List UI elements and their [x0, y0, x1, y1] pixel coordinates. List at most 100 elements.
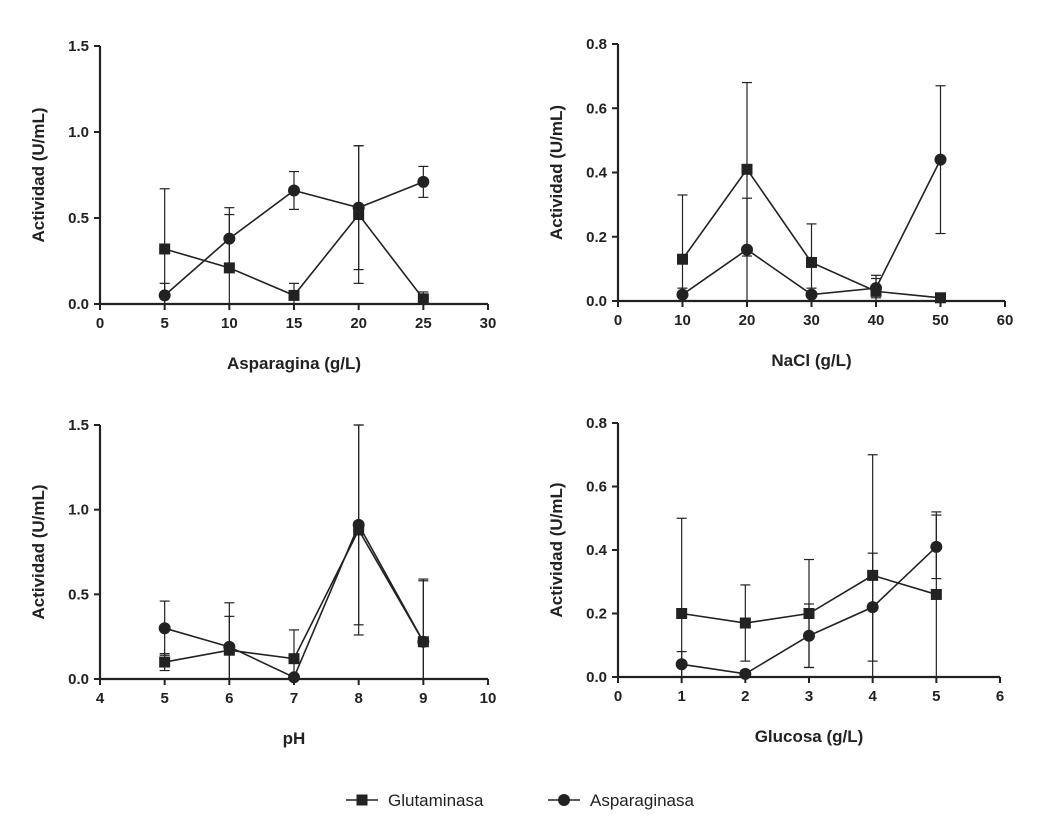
data-point-asparaginasa	[803, 629, 815, 642]
data-point-asparaginasa	[930, 540, 943, 553]
series-glutaminasa	[159, 145, 429, 305]
y-axis-title: Actividad (U/mL)	[547, 482, 566, 617]
x-tick-label: 15	[286, 315, 303, 332]
x-tick-label: 6	[225, 690, 233, 707]
chart-panel-3: 4 5 6 7 8 9 10 0.0 0.5 1.0 1.5 pH Actividad (U/mL)	[29, 417, 496, 748]
data-point-asparaginasa	[158, 622, 171, 635]
y-tick-label: 0.0	[586, 293, 607, 310]
data-point-asparaginasa	[417, 175, 430, 188]
chart-panel-1: 0 5 10 15 20 25 30 0.0 0.5 1.0 1.5 Asparagina (g/L)…	[29, 38, 496, 373]
legend-circle-marker	[558, 794, 570, 806]
legend-label-asparaginasa: Asparaginasa	[590, 791, 695, 810]
data-point-asparaginasa	[417, 635, 430, 648]
data-point-glutaminasa	[288, 653, 300, 665]
data-point-asparaginasa	[866, 601, 879, 614]
data-point-glutaminasa	[159, 243, 171, 255]
x-tick-label: 0	[614, 312, 622, 329]
x-axis-title: NaCl (g/L)	[771, 351, 851, 370]
data-point-asparaginasa	[158, 289, 171, 302]
data-point-asparaginasa	[288, 671, 300, 684]
data-point-asparaginasa	[223, 232, 236, 245]
y-tick-label: 0.0	[586, 669, 607, 686]
series-asparaginasa	[158, 424, 430, 684]
x-tick-label: 20	[350, 315, 367, 332]
y-tick-label: 1.0	[68, 124, 89, 141]
x-axis-title: Glucosa (g/L)	[755, 727, 864, 746]
y-tick-label: 0.0	[68, 671, 89, 688]
chart-panel-2: 0 10 20 30 40 50 60 0.0 0.2 0.4 0.6 0.8 NaCl (g/L) Ac…	[547, 36, 1013, 370]
legend-item-asparaginasa: Asparaginasa	[548, 791, 695, 810]
x-tick-label: 4	[96, 690, 105, 707]
x-tick-label: 10	[221, 315, 238, 332]
x-tick-label: 30	[803, 312, 820, 329]
x-tick-label: 20	[739, 312, 756, 329]
y-tick-label: 0.5	[68, 210, 89, 227]
y-tick-label: 0.2	[586, 229, 607, 246]
data-point-asparaginasa	[352, 518, 365, 531]
x-tick-label: 10	[674, 312, 691, 329]
data-point-asparaginasa	[288, 184, 300, 197]
x-tick-label: 0	[614, 688, 622, 705]
y-axis-title: Actividad (U/mL)	[29, 107, 48, 242]
x-axis-title: Asparagina (g/L)	[227, 354, 361, 373]
x-tick-label: 30	[480, 315, 497, 332]
chart-panel-4: 0 1 2 3 4 5 6 0.0 0.2 0.4 0.6 0.8 Glucosa (g/L) Activ…	[547, 415, 1004, 746]
data-point-asparaginasa	[676, 288, 689, 301]
legend-label-glutaminasa: Glutaminasa	[388, 791, 484, 810]
y-tick-label: 1.5	[68, 38, 89, 55]
x-tick-label: 8	[354, 690, 362, 707]
legend-square-marker	[356, 794, 368, 806]
y-axis-title: Actividad (U/mL)	[547, 105, 566, 240]
data-point-glutaminasa	[806, 256, 817, 268]
data-point-glutaminasa	[930, 588, 942, 600]
data-point-glutaminasa	[677, 253, 688, 265]
data-point-glutaminasa	[741, 163, 753, 175]
data-point-asparaginasa	[870, 282, 882, 295]
data-point-asparaginasa	[675, 658, 688, 671]
data-point-asparaginasa	[223, 640, 236, 653]
x-tick-label: 25	[415, 315, 432, 332]
x-tick-label: 7	[290, 690, 298, 707]
data-point-asparaginasa	[741, 243, 753, 256]
data-point-glutaminasa	[739, 617, 751, 629]
data-point-asparaginasa	[805, 288, 818, 301]
data-point-glutaminasa	[935, 292, 946, 304]
y-tick-label: 0.6	[586, 100, 607, 117]
y-tick-label: 0.4	[586, 542, 608, 559]
y-tick-label: 0.6	[586, 479, 607, 496]
y-axis-title: Actividad (U/mL)	[29, 484, 48, 619]
y-tick-label: 0.8	[586, 36, 607, 53]
series-asparaginasa	[676, 85, 947, 302]
y-tick-label: 1.5	[68, 417, 89, 434]
data-point-asparaginasa	[739, 667, 752, 680]
legend-item-glutaminasa: Glutaminasa	[346, 791, 484, 810]
x-tick-label: 40	[868, 312, 885, 329]
data-point-asparaginasa	[352, 201, 365, 214]
x-tick-label: 4	[868, 688, 877, 705]
y-tick-label: 0.5	[68, 586, 89, 603]
y-tick-label: 1.0	[68, 502, 89, 519]
y-tick-label: 0.4	[586, 165, 608, 182]
x-tick-label: 2	[741, 688, 749, 705]
x-tick-label: 9	[419, 690, 427, 707]
x-tick-label: 1	[677, 688, 685, 705]
series-glutaminasa	[159, 424, 429, 680]
data-point-asparaginasa	[934, 153, 947, 166]
x-axis-title: pH	[283, 729, 306, 748]
y-tick-label: 0.0	[68, 296, 89, 313]
x-tick-label: 3	[805, 688, 813, 705]
data-point-glutaminasa	[676, 608, 688, 619]
x-tick-label: 10	[480, 690, 497, 707]
legend: Glutaminasa Asparaginasa	[346, 791, 695, 810]
x-tick-label: 5	[160, 690, 168, 707]
data-point-glutaminasa	[159, 656, 171, 668]
x-tick-label: 6	[996, 688, 1004, 705]
series-asparaginasa	[675, 514, 943, 680]
data-point-glutaminasa	[417, 293, 429, 305]
series-asparaginasa	[158, 145, 430, 305]
x-tick-label: 60	[997, 312, 1014, 329]
x-tick-label: 5	[160, 315, 168, 332]
y-tick-label: 0.2	[586, 606, 607, 623]
y-tick-label: 0.8	[586, 415, 607, 432]
